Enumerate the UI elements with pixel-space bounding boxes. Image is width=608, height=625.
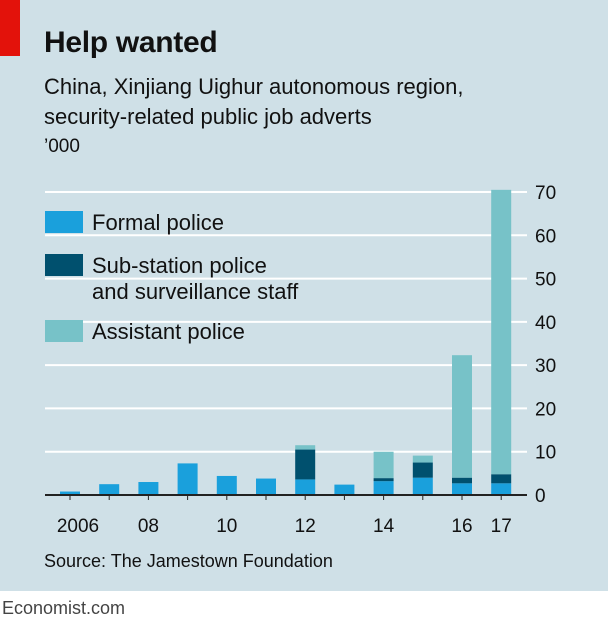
bars xyxy=(60,189,512,495)
bar-2011-series-1 xyxy=(256,478,276,495)
y-tick-label: 50 xyxy=(535,270,556,291)
x-tick-label: 14 xyxy=(373,516,395,537)
bar-2014-series-3 xyxy=(373,451,394,479)
bar-2013-series-1 xyxy=(334,484,355,495)
bar-2009-series-1 xyxy=(177,463,198,495)
brand-credit: Economist.com xyxy=(2,598,126,618)
bar-2012-series-3 xyxy=(295,445,316,450)
x-tick-label: 17 xyxy=(491,516,512,537)
chart-subtitle-line-1: China, Xinjiang Uighur autonomous region… xyxy=(44,74,464,99)
x-tick-label: 16 xyxy=(451,516,472,537)
bar-2014-series-2 xyxy=(373,478,394,482)
legend-label-line-2: and surveillance staff xyxy=(92,279,299,304)
y-tick-label: 60 xyxy=(535,226,556,247)
bar-2016-series-2 xyxy=(452,477,472,484)
y-tick-label: 30 xyxy=(535,356,556,377)
y-tick-label: 70 xyxy=(535,183,556,204)
legend-label: Assistant police xyxy=(92,319,245,344)
brand-accent-tag xyxy=(0,0,20,56)
bar-2017-series-1 xyxy=(491,483,512,495)
bar-2006-series-1 xyxy=(60,491,80,495)
chart-subtitle-line-2: security-related public job adverts xyxy=(44,104,372,129)
bar-2014-series-1 xyxy=(373,481,394,495)
x-tick-label: 12 xyxy=(295,516,316,537)
legend-label: Formal police xyxy=(92,210,224,235)
source-note: Source: The Jamestown Foundation xyxy=(44,551,333,571)
legend-swatch xyxy=(45,320,83,342)
bar-2008-series-1 xyxy=(138,482,159,495)
units-label: ’000 xyxy=(44,136,80,157)
y-tick-label: 0 xyxy=(535,486,546,507)
bar-2015-series-3 xyxy=(412,455,433,463)
x-tick-label: 2006 xyxy=(57,516,99,537)
gridlines xyxy=(45,191,527,453)
y-tick-label: 20 xyxy=(535,399,556,420)
legend-swatch xyxy=(45,211,83,233)
bar-2016-series-1 xyxy=(452,483,472,495)
legend-swatch xyxy=(45,254,83,276)
y-tick-label: 10 xyxy=(535,443,556,464)
x-tick-label: 08 xyxy=(138,516,159,537)
bar-2012-series-2 xyxy=(295,449,316,480)
bar-2012-series-1 xyxy=(295,479,316,495)
axes: 0 10 20 30 40 50 60 70 2006 08 10 12 14 16 17 xyxy=(45,183,556,537)
chart-title: Help wanted xyxy=(44,26,218,59)
legend-label: Sub-station police xyxy=(92,253,267,278)
bar-2017-series-3 xyxy=(491,189,512,475)
bar-2015-series-2 xyxy=(412,462,433,478)
stacked-bar-chart: 0 10 20 30 40 50 60 70 2006 08 10 12 14 16 17 Formal p… xyxy=(45,183,556,537)
y-tick-label: 40 xyxy=(535,313,556,334)
x-tick-label: 10 xyxy=(216,516,237,537)
bar-2015-series-1 xyxy=(412,477,433,495)
bar-2007-series-1 xyxy=(99,484,120,495)
bar-2016-series-3 xyxy=(452,355,472,478)
bar-2017-series-2 xyxy=(491,474,512,484)
bar-2010-series-1 xyxy=(216,475,237,495)
